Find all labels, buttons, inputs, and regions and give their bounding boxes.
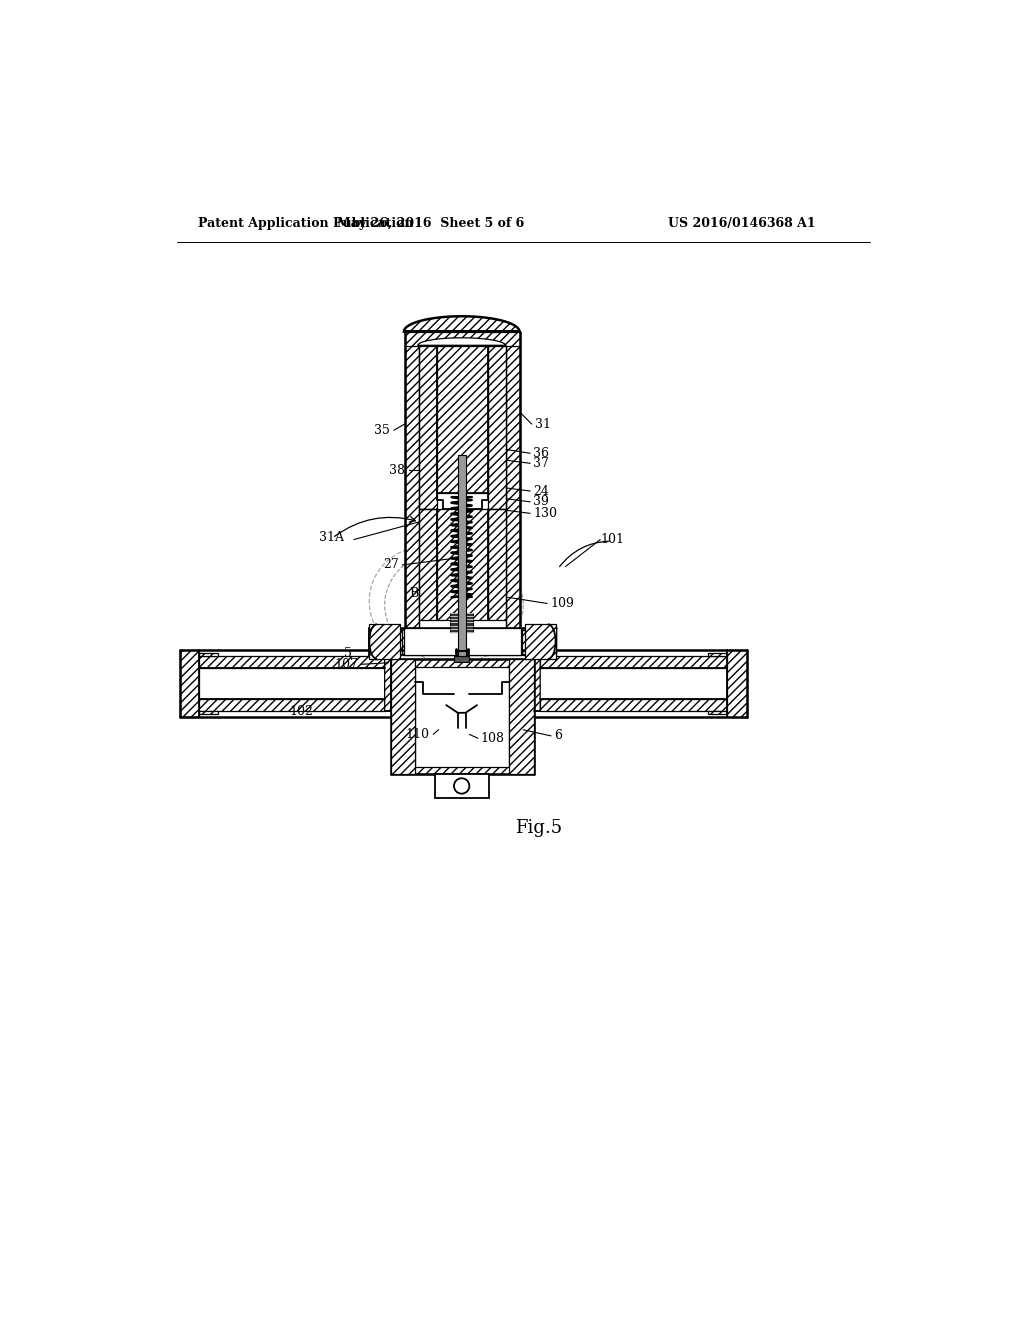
Text: 39: 39: [534, 495, 549, 508]
Polygon shape: [370, 630, 402, 653]
Text: 27: 27: [383, 558, 398, 572]
Text: May 26, 2016  Sheet 5 of 6: May 26, 2016 Sheet 5 of 6: [337, 218, 524, 231]
Polygon shape: [403, 317, 520, 331]
Polygon shape: [391, 659, 535, 775]
Polygon shape: [370, 628, 556, 655]
Polygon shape: [522, 630, 556, 653]
Text: Fig.5: Fig.5: [515, 820, 562, 837]
Polygon shape: [451, 612, 473, 632]
Polygon shape: [199, 653, 218, 656]
Polygon shape: [404, 331, 520, 346]
Polygon shape: [541, 700, 746, 711]
Polygon shape: [437, 346, 487, 494]
Polygon shape: [708, 711, 727, 714]
Polygon shape: [454, 656, 469, 663]
Text: 38: 38: [389, 463, 406, 477]
Text: 101: 101: [600, 533, 625, 546]
Polygon shape: [506, 331, 520, 640]
Polygon shape: [419, 508, 437, 620]
Polygon shape: [416, 667, 509, 767]
Polygon shape: [487, 508, 506, 620]
Polygon shape: [437, 508, 487, 620]
Text: 35: 35: [374, 424, 390, 437]
Text: 109: 109: [550, 597, 574, 610]
Polygon shape: [180, 656, 385, 668]
Text: Patent Application Publication: Patent Application Publication: [199, 218, 414, 231]
Polygon shape: [541, 656, 746, 668]
Polygon shape: [180, 649, 199, 718]
Text: 110: 110: [406, 727, 429, 741]
Polygon shape: [404, 331, 419, 640]
Text: 6: 6: [554, 730, 562, 742]
Text: 36: 36: [534, 446, 549, 459]
Text: 37: 37: [534, 457, 549, 470]
Text: 102: 102: [289, 705, 313, 718]
Polygon shape: [487, 346, 506, 508]
Polygon shape: [385, 656, 391, 711]
Polygon shape: [403, 628, 521, 655]
Polygon shape: [419, 346, 437, 508]
Polygon shape: [535, 656, 541, 711]
Polygon shape: [199, 711, 218, 714]
Polygon shape: [458, 455, 466, 659]
Polygon shape: [708, 653, 727, 656]
Polygon shape: [435, 775, 488, 797]
Text: B: B: [410, 587, 419, 601]
Polygon shape: [509, 659, 535, 775]
Text: 108: 108: [481, 731, 505, 744]
Text: 130: 130: [534, 507, 557, 520]
Polygon shape: [370, 624, 400, 659]
Polygon shape: [524, 624, 556, 659]
Polygon shape: [180, 700, 385, 711]
Text: US 2016/0146368 A1: US 2016/0146368 A1: [668, 218, 816, 231]
Text: 24: 24: [534, 484, 549, 498]
Text: 31A: 31A: [319, 531, 344, 544]
Polygon shape: [391, 659, 416, 775]
Text: 31: 31: [535, 417, 551, 430]
Polygon shape: [418, 338, 506, 346]
Polygon shape: [727, 649, 746, 718]
Text: 107: 107: [335, 657, 358, 671]
Text: 5: 5: [344, 647, 351, 660]
